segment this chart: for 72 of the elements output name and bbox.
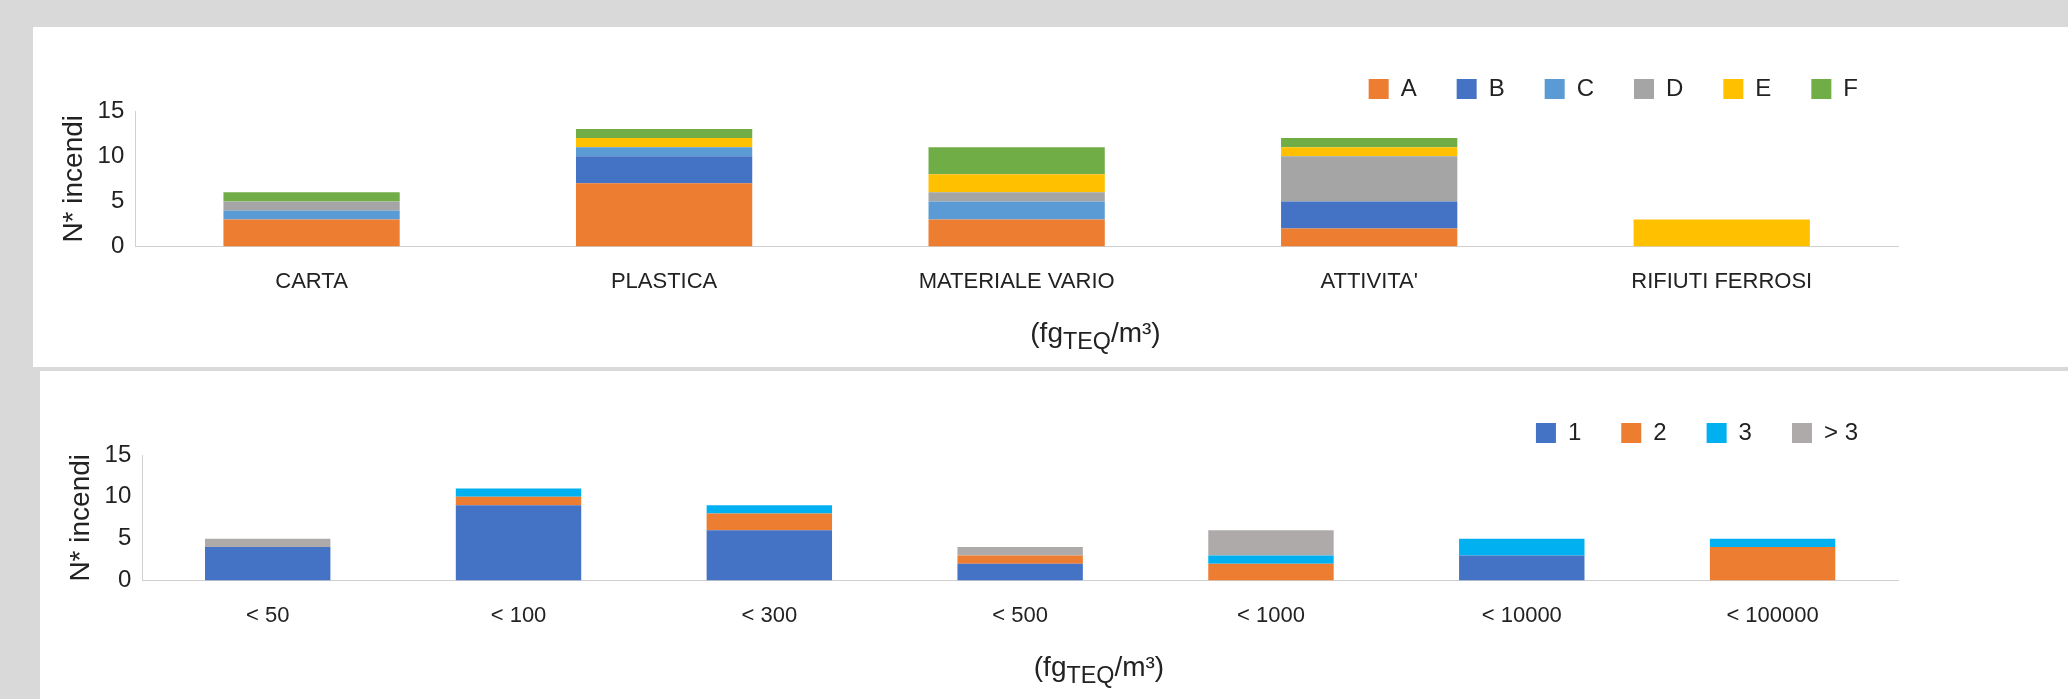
bar <box>1459 555 1585 581</box>
bar <box>205 547 331 581</box>
bar <box>575 138 753 148</box>
bar <box>928 192 1105 202</box>
y-axis-title: N* incendi <box>63 453 95 582</box>
y-tick-label: 15 <box>104 439 132 467</box>
x-tick-label: < 500 <box>992 601 1048 627</box>
bar <box>706 505 833 514</box>
bar <box>957 547 1083 556</box>
y-tick-label: 10 <box>104 481 132 509</box>
bar <box>455 488 582 497</box>
y-tick-label: 15 <box>97 95 125 123</box>
bar <box>575 147 753 157</box>
legend-label: B <box>1488 73 1505 101</box>
x-tick-label: < 50 <box>245 601 290 627</box>
bar <box>1281 228 1458 247</box>
legend-label: E <box>1755 73 1772 101</box>
bar <box>1281 138 1458 148</box>
bar <box>1709 538 1836 548</box>
bar <box>223 210 400 220</box>
legend-label: > 3 <box>1823 417 1858 445</box>
bar <box>455 496 582 506</box>
bar <box>1281 147 1458 157</box>
y-axis-title: N* incendi <box>56 114 88 243</box>
bar <box>223 201 400 211</box>
x-axis-title: (fg$_{TEQ}$/m³) <box>1029 317 1162 355</box>
x-tick-label: ATTIVITA' <box>1320 267 1418 293</box>
bar <box>1281 156 1458 202</box>
bar <box>1633 219 1810 247</box>
bar <box>928 201 1105 220</box>
legend-label: A <box>1400 73 1417 101</box>
bar <box>928 219 1105 247</box>
bar <box>223 219 400 247</box>
bar <box>957 555 1083 564</box>
x-axis-title: (fg$_{TEQ}$/m³) <box>1032 651 1166 689</box>
bar <box>455 505 582 581</box>
bar <box>1459 538 1585 556</box>
legend-label: 3 <box>1738 417 1752 445</box>
y-tick-label: 5 <box>117 523 132 551</box>
bar <box>928 147 1105 175</box>
x-tick-label: MATERIALE VARIO <box>918 267 1115 293</box>
legend-label: F <box>1843 73 1859 101</box>
x-tick-label: < 100 <box>490 601 547 627</box>
y-tick-label: 5 <box>110 186 125 214</box>
bar <box>1208 555 1334 564</box>
legend-label: C <box>1576 73 1595 101</box>
bar <box>223 192 400 202</box>
y-tick-label: 0 <box>110 231 125 259</box>
bar <box>205 538 331 548</box>
y-tick-label: 10 <box>97 140 125 168</box>
x-tick-label: < 100000 <box>1726 601 1819 627</box>
bar <box>575 156 753 184</box>
x-tick-label: PLASTICA <box>610 267 718 293</box>
y-tick-label: 0 <box>117 565 132 593</box>
bar <box>1208 530 1334 556</box>
x-tick-label: < 300 <box>741 601 798 627</box>
bar <box>706 513 833 531</box>
bar <box>928 174 1105 193</box>
bar <box>1709 547 1836 581</box>
bar <box>575 129 753 139</box>
bar <box>957 563 1083 581</box>
x-tick-label: RIFIUTI FERROSI <box>1631 267 1813 293</box>
legend-label: D <box>1666 73 1684 101</box>
bar <box>706 530 833 581</box>
bar <box>575 183 753 247</box>
x-tick-label: < 10000 <box>1481 601 1562 627</box>
bar <box>1281 201 1458 229</box>
x-tick-label: CARTA <box>275 267 349 293</box>
legend-label: 1 <box>1567 417 1582 445</box>
x-tick-label: < 1000 <box>1237 601 1305 627</box>
bar <box>1208 563 1334 581</box>
legend-label: 2 <box>1653 417 1667 445</box>
